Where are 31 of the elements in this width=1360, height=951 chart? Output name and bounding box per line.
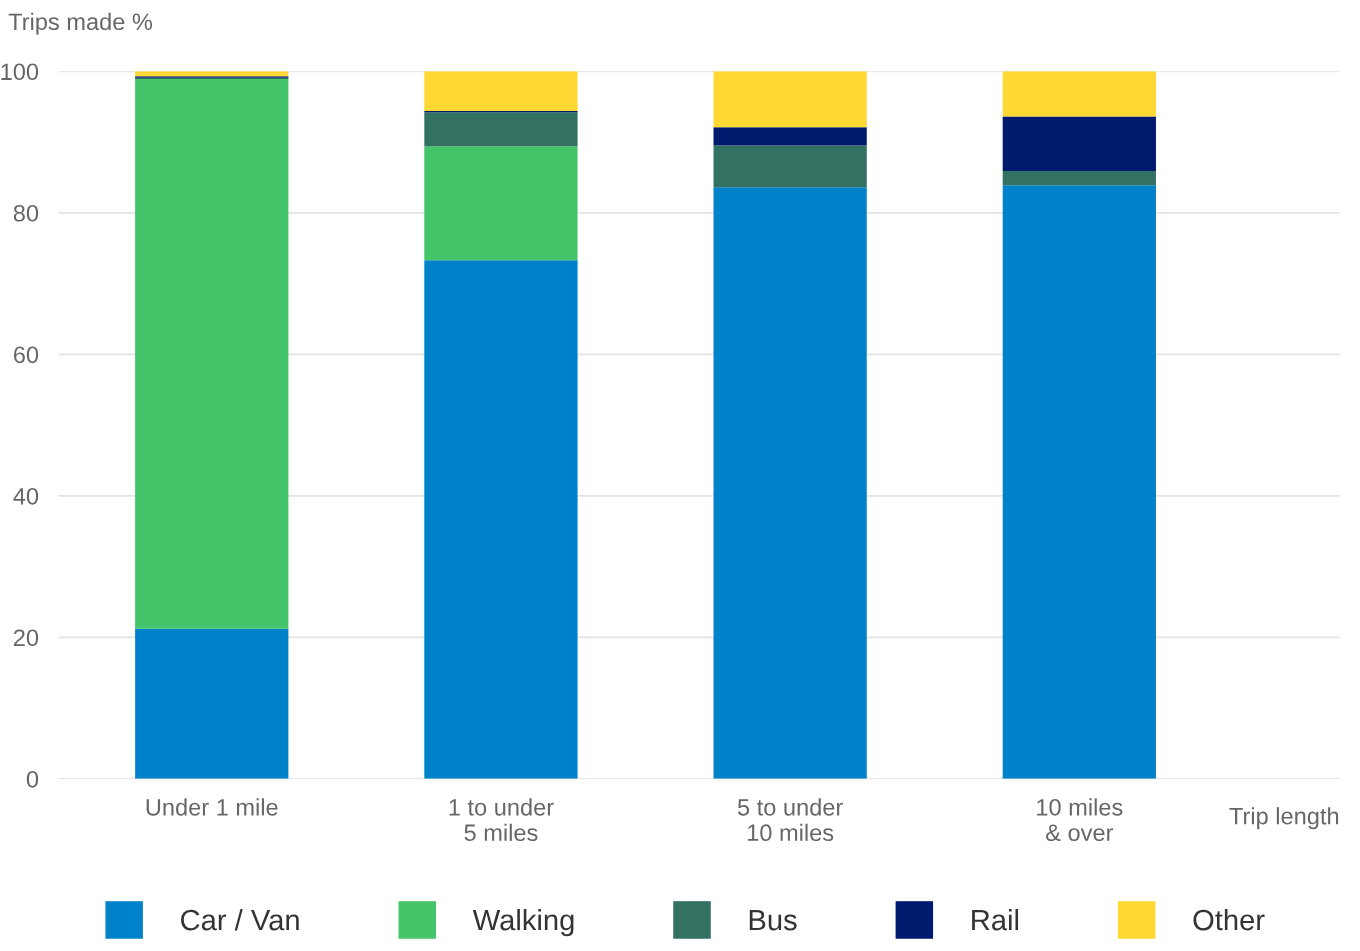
bar [713, 187, 867, 779]
x-axis-title: Trip length [1229, 807, 1339, 830]
bar [424, 146, 578, 261]
x-tick-label: 10 miles & over [1037, 798, 1123, 842]
y-tick-label: 60 [13, 346, 39, 364]
legend-label: Bus [749, 910, 797, 931]
y-tick-label: 80 [13, 204, 39, 222]
bar [1002, 185, 1156, 779]
bar [713, 127, 867, 146]
legend-label: Car / Van [181, 908, 299, 931]
legend-label: Other [1193, 908, 1265, 931]
bar [713, 71, 867, 128]
y-tick-label: 100 [1, 63, 39, 81]
bar [713, 145, 867, 188]
bar [424, 112, 578, 147]
bar [1002, 116, 1156, 172]
x-tick-label: Under 1 mile [146, 798, 278, 816]
bar [1002, 171, 1156, 186]
x-tick-label: 5 to under 10 miles [737, 798, 843, 842]
legend-label: Walking [472, 908, 574, 937]
bar [135, 79, 289, 629]
x-tick-label: 1 to under 5 miles [449, 798, 554, 842]
legend-label: Rail [972, 908, 1019, 931]
y-tick-label: 40 [13, 487, 39, 505]
y-tick-label: 0 [26, 770, 39, 788]
bar [135, 628, 289, 779]
bar [1002, 71, 1156, 117]
y-axis-title: Trips made % [8, 12, 153, 35]
y-tick-label: 20 [13, 629, 39, 647]
bar [424, 71, 578, 111]
bar [424, 260, 578, 779]
